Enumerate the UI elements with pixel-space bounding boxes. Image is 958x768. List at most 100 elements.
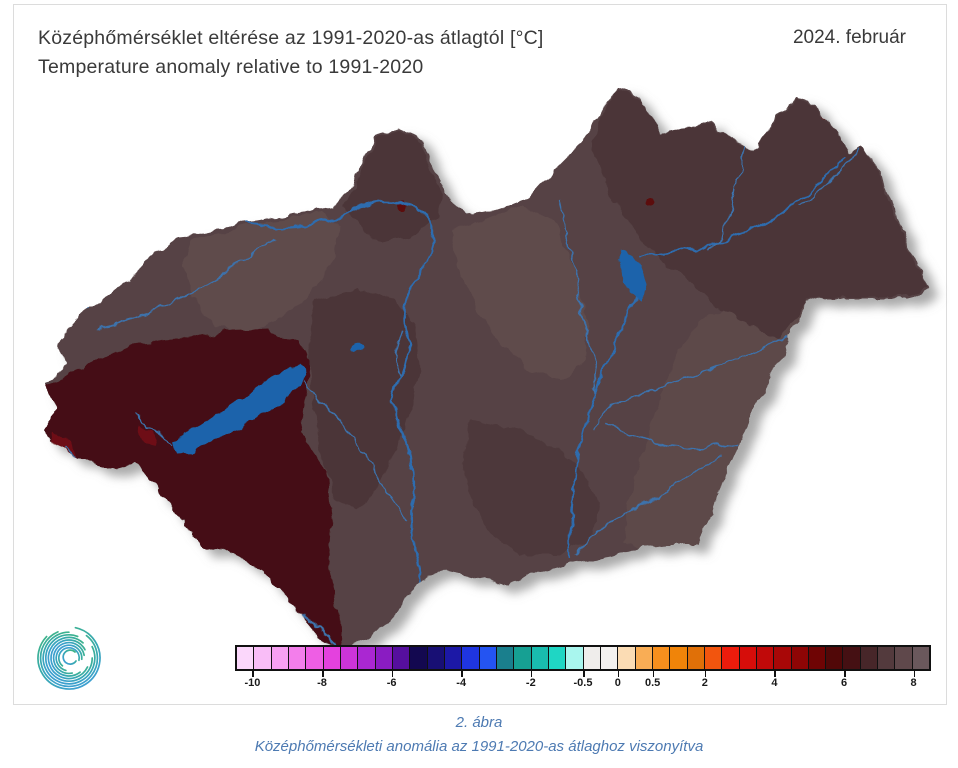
colorbar-cell [774,647,792,669]
colorbar-tick-label: -8 [317,677,327,689]
colorbar-cell [288,647,307,669]
colorbar-cell [687,647,705,669]
figure-number: 2. ábra [455,714,503,731]
danube-fork [395,331,404,377]
sio-river [302,381,408,519]
figure-caption: Középhőmérsékleti anomália az 1991-2020-… [254,738,704,755]
colorbar-cell [808,647,827,669]
colorbar-cell [548,647,567,669]
maros-river [575,456,723,557]
colorbar-cell [878,647,896,669]
colorbar-tick-label: 4 [771,677,778,689]
colorbar-cell [791,647,809,669]
colorbar-cell [531,647,549,669]
colorbar-cell [323,647,341,669]
tisza-river-upper [640,156,846,260]
colorbar-tick-label: 0 [614,677,621,689]
colorbar-cell [479,647,497,669]
anomaly-accent-red-7 [646,198,654,206]
colorbar-cell [670,647,688,669]
colorbar-cell [843,647,861,669]
map-period-label: 2024. február [792,27,906,48]
colorbar-cell [600,647,619,669]
colorbar-cell [860,647,879,669]
colorbar-cell [704,647,723,669]
colorbar-tick [391,671,394,677]
colorbar-cell [618,647,636,669]
anomaly-zone-northeast-dark [592,90,926,348]
colorbar-cell [427,647,445,669]
title-block: Középhőmérséklet eltérése az 1991-2020-a… [38,24,544,82]
colorbar-tick [617,671,620,677]
colorbar-tick [583,671,585,677]
anomaly-zone-northwest-light [184,212,338,334]
colorbar-tick-label: 2 [701,677,708,689]
colorbar-tick-label: -4 [456,677,467,689]
anomaly-accent-red-5 [824,108,836,120]
colorbar-cell [635,647,653,669]
colorbar-cell [375,647,393,669]
colorbar-cell [826,647,844,669]
colorbar-tick [844,671,846,677]
colorbar-tick [913,671,916,677]
lake-velence [349,344,365,354]
colorbar-cell [739,647,757,669]
colorbar-cell [912,647,930,669]
colorbar [235,645,931,671]
colorbar-tick [322,671,324,677]
colorbar-tick [461,671,463,677]
anomaly-zone-north-hat-dark [344,130,444,242]
colorbar-tick-label: -10 [244,677,261,689]
colorbar-tick-label: -6 [386,677,397,689]
colorbar-tick-label: -2 [525,677,536,689]
colorbar-cell [514,647,532,669]
anomaly-zone-east-light [622,304,806,548]
colorbar-cell [340,647,359,669]
colorbar-tick-label: -0.5 [573,677,593,689]
colorbar-cell [306,647,324,669]
anomaly-zone-southcenter-dark [462,420,600,555]
danube-river [246,200,434,602]
colorbar-tick [530,671,533,677]
colorbar-cell [566,647,584,669]
colorbar-cell [410,647,428,669]
tisza-river-lower [569,295,638,560]
zala-river [135,413,174,445]
anomaly-zone-northcenter-light [452,206,588,380]
hungaromet-spiral-logo [37,626,101,690]
colorbar-cell [462,647,480,669]
anomaly-accent-red-2 [78,498,104,546]
anomaly-accent-red-6 [753,113,759,119]
colorbar-tick-label: 8 [910,677,917,689]
colorbar-cell [496,647,515,669]
colorbar-cell [756,647,775,669]
colorbar-cell [652,647,671,669]
zagyva-river [559,199,597,391]
colorbar-tick [252,671,254,677]
colorbar-cell [254,647,272,669]
colorbar-tick [704,671,707,677]
lake-tisza [617,252,645,299]
colorbar-cell [237,647,255,669]
colorbar-cell [444,647,463,669]
colorbar-cell [722,647,740,669]
colorbar-tick-label: 6 [840,677,848,689]
colorbar-cell [392,647,411,669]
koros-river-south [607,424,739,449]
map-title-hungarian: Középhőmérséklet eltérése az 1991-2020-a… [38,27,544,49]
colorbar-cell [271,647,289,669]
anomaly-accent-red-3 [138,424,158,448]
colorbar-tick [652,671,655,677]
colorbar-cell [583,647,601,669]
lake-balaton [174,363,305,453]
bodrog-river [799,149,861,207]
colorbar-cell [895,647,913,669]
raba-river [97,238,274,331]
map-title-english: Temperature anomaly relative to 1991-202… [38,56,424,78]
colorbar-tick-label: 0.5 [644,677,661,689]
anomaly-zone-westcenter-dark [308,290,420,510]
koros-river-north [593,331,805,429]
colorbar-tick [774,671,776,677]
